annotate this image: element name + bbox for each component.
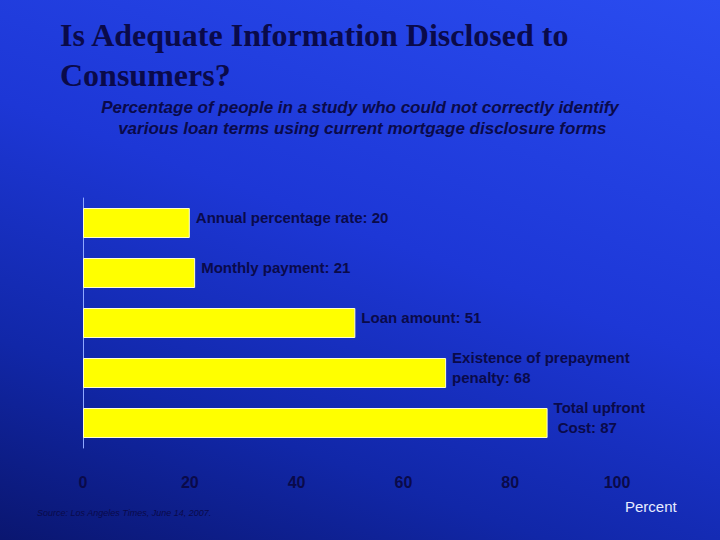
svg-text:Percent: Percent	[625, 498, 678, 515]
svg-text:Total upfront: Total upfront	[554, 399, 645, 416]
svg-text:Loan amount: 51: Loan amount: 51	[361, 309, 481, 326]
svg-text:60: 60	[395, 474, 413, 491]
svg-text:Percentage of people in a stud: Percentage of people in a study who coul…	[101, 98, 620, 117]
svg-text:Is Adequate Information Disclo: Is Adequate Information Disclosed to	[60, 17, 576, 53]
svg-text:various loan terms using curre: various loan terms using current mortgag…	[113, 119, 606, 138]
svg-text:100: 100	[604, 474, 631, 491]
svg-text:Consumers?: Consumers?	[60, 57, 231, 93]
svg-text:Cost: 87: Cost: 87	[554, 419, 617, 436]
svg-text:Annual percentage rate: 20: Annual percentage rate: 20	[196, 209, 389, 226]
svg-text:Monthly payment: 21: Monthly payment: 21	[201, 259, 350, 276]
svg-text:Existence of prepayment: Existence of prepayment	[452, 349, 634, 366]
svg-text:40: 40	[288, 474, 306, 491]
svg-text:penalty: 68: penalty: 68	[452, 369, 530, 386]
svg-text:Source: Los Angeles Times, Jun: Source: Los Angeles Times, June 14, 2007…	[37, 508, 211, 518]
svg-text:0: 0	[79, 474, 88, 491]
svg-text:80: 80	[501, 474, 519, 491]
svg-text:20: 20	[181, 474, 199, 491]
